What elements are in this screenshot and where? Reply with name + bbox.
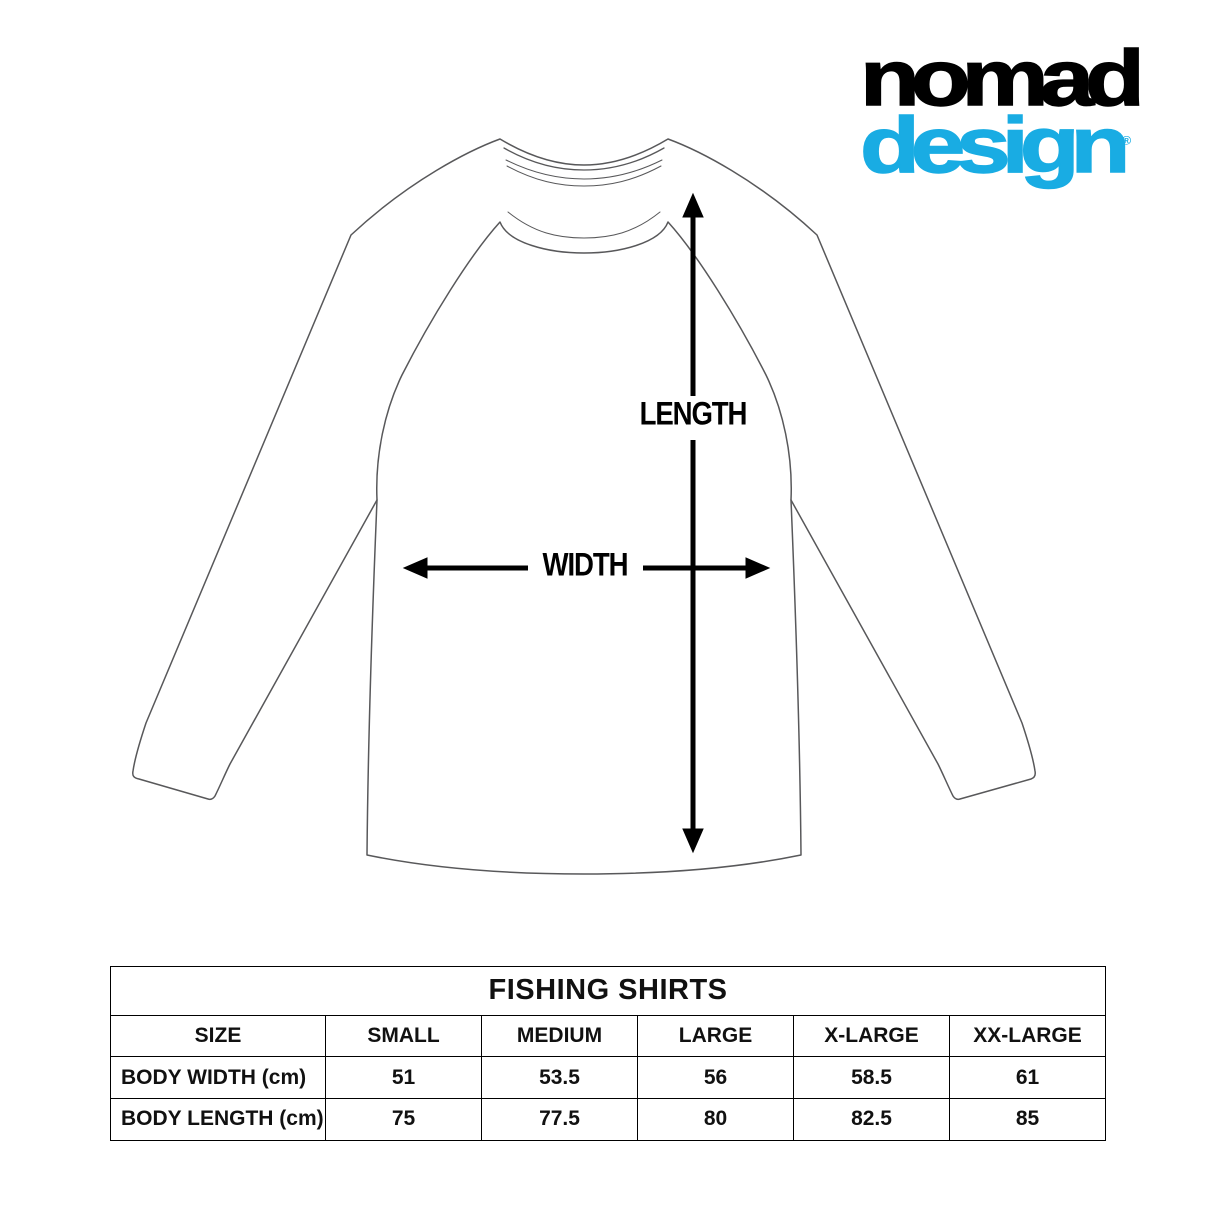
svg-text:LENGTH: LENGTH: [640, 397, 747, 433]
svg-text:WIDTH: WIDTH: [543, 548, 628, 584]
